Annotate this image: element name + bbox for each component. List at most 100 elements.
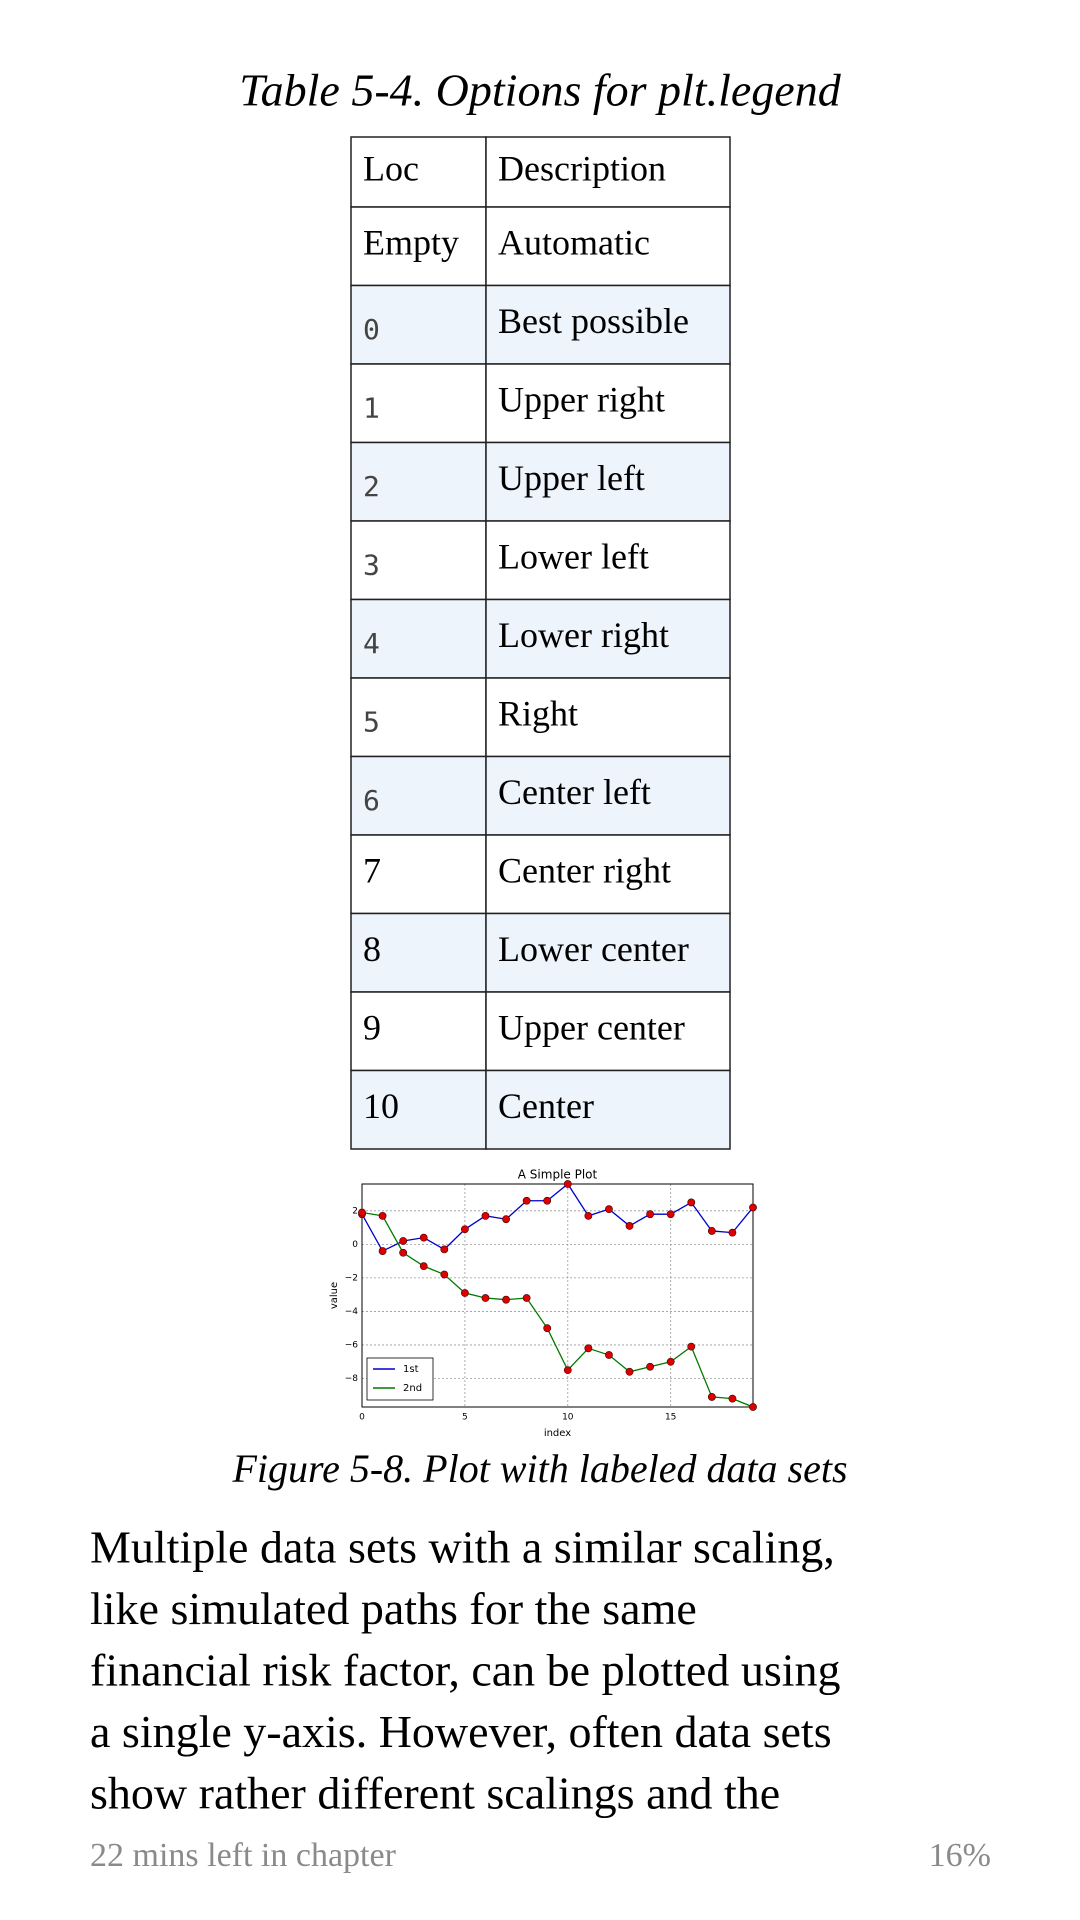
data-point xyxy=(378,1247,387,1255)
table-cell-text: 8 xyxy=(363,929,381,969)
table-header: Loc xyxy=(363,148,419,188)
data-point xyxy=(378,1211,387,1220)
chart-title: A Simple Plot xyxy=(518,1168,598,1182)
data-point xyxy=(502,1295,510,1304)
body-line: show rather different scalings and the xyxy=(90,1768,780,1819)
data-point xyxy=(666,1357,675,1366)
table-cell-text: 3 xyxy=(363,548,380,581)
y-tick-label: 0 xyxy=(352,1240,358,1250)
y-tick-label: −8 xyxy=(345,1374,359,1384)
data-point xyxy=(399,1248,408,1257)
table-cell xyxy=(350,206,487,287)
table-cell-text: Upper left xyxy=(498,458,645,498)
data-point xyxy=(460,1225,469,1234)
data-point xyxy=(728,1228,737,1237)
data-point xyxy=(749,1403,757,1411)
data-point xyxy=(707,1227,716,1235)
table-cell-text: Upper center xyxy=(498,1008,685,1048)
table-cell xyxy=(485,520,731,601)
table-cell xyxy=(350,912,487,993)
data-point xyxy=(543,1196,552,1205)
y-tick-label: 2 xyxy=(352,1206,358,1216)
table-cell-text: 1 xyxy=(363,391,380,424)
y-axis-label: value xyxy=(329,1282,340,1309)
table-cell-text: 4 xyxy=(363,627,380,660)
data-point xyxy=(522,1196,531,1205)
data-point xyxy=(543,1324,552,1333)
table-cell-text: 0 xyxy=(363,313,380,346)
data-point xyxy=(584,1211,593,1220)
table-cell-text: Center xyxy=(498,1086,594,1126)
table-cell xyxy=(485,677,731,758)
data-point xyxy=(563,1180,572,1188)
time-left: 22 mins left in chapter xyxy=(90,1837,397,1874)
legend-label: 2nd xyxy=(403,1383,422,1394)
x-tick-label: 5 xyxy=(462,1413,468,1423)
data-point xyxy=(749,1203,757,1212)
data-point xyxy=(687,1198,696,1207)
data-point xyxy=(625,1222,634,1230)
table-cell-text: Right xyxy=(498,694,578,734)
table-cell xyxy=(350,834,487,915)
table-cell xyxy=(485,834,731,915)
series-line xyxy=(361,1183,754,1252)
data-point xyxy=(687,1342,696,1351)
data-point xyxy=(584,1344,593,1353)
table-cell xyxy=(485,284,731,365)
y-tick-label: −6 xyxy=(345,1340,359,1350)
body-line: Multiple data sets with a similar scalin… xyxy=(90,1522,835,1573)
data-point xyxy=(440,1245,449,1254)
table-cell xyxy=(350,1069,487,1150)
table-cell-text: 10 xyxy=(363,1086,399,1126)
legend-label: 1st xyxy=(403,1364,419,1375)
body-line: a single y-axis. However, often data set… xyxy=(90,1706,832,1757)
y-tick-label: −4 xyxy=(345,1307,359,1317)
table-cell-text: 2 xyxy=(363,470,380,503)
x-tick-label: 15 xyxy=(665,1413,676,1423)
data-point xyxy=(399,1237,408,1245)
progress: 16% xyxy=(929,1837,991,1874)
data-point xyxy=(707,1393,716,1401)
x-axis-label: index xyxy=(544,1428,571,1439)
table-cell-text: Automatic xyxy=(498,223,650,263)
table-cell xyxy=(485,912,731,993)
table-cell xyxy=(485,206,731,287)
legend-box xyxy=(366,1357,434,1401)
plot-frame xyxy=(361,1183,754,1408)
table-title: Table 5-4. Options for plt.legend xyxy=(239,65,841,116)
table-cell-text: 6 xyxy=(363,784,380,817)
table-cell xyxy=(485,598,731,679)
x-tick-label: 10 xyxy=(562,1413,574,1423)
table-cell xyxy=(350,755,487,836)
data-point xyxy=(460,1289,469,1297)
body-line: financial risk factor, can be plotted us… xyxy=(90,1645,841,1696)
x-tick-label: 0 xyxy=(359,1413,365,1423)
table-cell-text: Center right xyxy=(498,851,671,891)
table-cell xyxy=(350,136,487,208)
data-point xyxy=(440,1270,449,1279)
data-point xyxy=(728,1394,737,1403)
table-cell-text: 5 xyxy=(363,705,380,738)
data-point xyxy=(522,1294,531,1302)
table-cell-text: Lower left xyxy=(498,537,649,577)
data-point xyxy=(646,1210,655,1219)
table-cell xyxy=(485,363,731,444)
data-point xyxy=(358,1208,366,1217)
table-cell xyxy=(485,441,731,522)
data-point xyxy=(419,1233,428,1242)
y-tick-label: −2 xyxy=(345,1273,358,1283)
data-point xyxy=(625,1367,634,1376)
data-point xyxy=(605,1351,613,1359)
table-cell-text: Empty xyxy=(363,223,459,263)
table-cell xyxy=(485,991,731,1072)
table-cell-text: Best possible xyxy=(498,301,689,341)
table-cell-text: Center left xyxy=(498,772,651,812)
table-cell xyxy=(485,136,731,208)
data-point xyxy=(419,1262,428,1271)
table-cell-text: Upper right xyxy=(498,380,665,420)
data-point xyxy=(502,1215,510,1224)
data-point xyxy=(666,1210,675,1219)
table-cell xyxy=(485,1069,731,1150)
table-cell-text: 9 xyxy=(363,1008,381,1048)
